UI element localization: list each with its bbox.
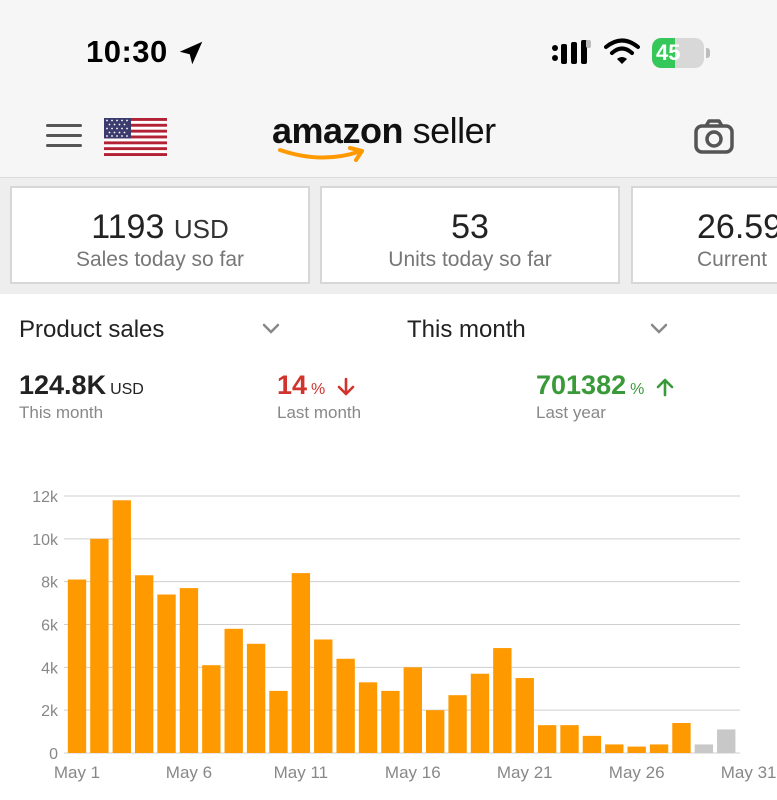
app-header: amazon seller <box>0 100 777 178</box>
battery-charging-icon: 45 <box>652 38 710 68</box>
card-sales-label: Sales today so far <box>75 248 245 271</box>
camera-icon[interactable] <box>694 118 734 154</box>
x-tick-label: May 26 <box>609 763 665 782</box>
metric-last-month-value: 14 <box>277 370 308 400</box>
sales-bar-chart: 0 2k 4k 6k 8k 10k 12k May 1 May 6 May 11 May 16 May… <box>32 489 777 782</box>
y-tick-label: 12k <box>32 489 59 506</box>
bar <box>426 710 445 753</box>
x-tick-label: May 16 <box>385 763 441 782</box>
x-tick-label: May 6 <box>166 763 212 782</box>
battery-fill <box>652 38 676 68</box>
period-selector[interactable]: This month <box>407 316 526 343</box>
metric-last-month: 14% <box>277 370 355 401</box>
metric-last-month-label: Last month <box>277 403 362 422</box>
y-tick-label: 0 <box>49 746 58 763</box>
x-tick-label: May 1 <box>54 763 100 782</box>
card-units-value: 53 <box>451 208 489 246</box>
card-current-label: Current <box>697 248 768 271</box>
bar <box>694 744 714 753</box>
logo-product: seller <box>412 110 497 151</box>
bar <box>224 628 243 753</box>
bar <box>493 648 512 753</box>
bar <box>403 667 422 753</box>
card-sales-unit: USD <box>173 214 229 244</box>
bar <box>515 678 534 753</box>
bar <box>537 725 557 753</box>
status-bar: 10:30 45 <box>0 0 777 100</box>
card-current-value: 26.59 <box>697 208 777 246</box>
bar <box>291 573 311 753</box>
amazon-seller-logo: amazon seller <box>272 110 512 166</box>
bar <box>112 500 131 753</box>
summary-cards: 1193 USD Sales today so far 53 Units tod… <box>0 178 777 294</box>
bar <box>67 579 87 753</box>
signal-icon <box>552 40 591 64</box>
arrow-down-icon <box>337 377 355 396</box>
bar <box>314 639 333 753</box>
y-tick-label: 2k <box>41 703 59 720</box>
status-time: 10:30 <box>86 34 168 69</box>
bar <box>717 729 736 753</box>
bar <box>202 665 221 753</box>
card-current[interactable]: 26.59 Current <box>631 186 777 284</box>
card-units-today[interactable]: 53 Units today so far <box>320 186 620 284</box>
bar <box>582 735 602 753</box>
y-tick-label: 4k <box>41 660 59 677</box>
card-sales-today[interactable]: 1193 USD Sales today so far <box>10 186 310 284</box>
x-tick-label: May 21 <box>497 763 553 782</box>
bar <box>649 744 669 753</box>
bar <box>358 682 378 753</box>
battery-level: 45 <box>656 40 681 65</box>
x-tick-label: May 11 <box>274 763 329 782</box>
menu-icon[interactable] <box>46 124 82 150</box>
location-arrow-icon <box>179 41 203 65</box>
metric-last-year: 701382% <box>536 370 674 401</box>
wifi-icon <box>604 38 640 64</box>
metric-current: 124.8K USD <box>19 370 144 401</box>
y-tick-label: 6k <box>41 618 59 635</box>
bar <box>381 690 400 753</box>
logo-brand: amazon <box>272 110 404 151</box>
metric-selector[interactable]: Product sales <box>19 316 165 343</box>
y-tick-label: 10k <box>32 532 59 549</box>
bar <box>134 575 154 753</box>
metric-current-label: This month <box>19 403 104 422</box>
bar <box>448 695 467 753</box>
us-flag-icon[interactable] <box>104 118 167 156</box>
bar <box>246 643 266 753</box>
card-sales-value: 1193 <box>91 208 165 246</box>
chevron-down-icon[interactable] <box>649 322 669 336</box>
bar <box>627 746 646 753</box>
bar <box>269 690 288 753</box>
bar <box>90 538 109 753</box>
smile-arrow-icon <box>278 146 364 162</box>
bar <box>179 588 199 753</box>
chevron-down-icon[interactable] <box>261 322 281 336</box>
metric-current-value: 124.8K <box>19 370 107 400</box>
metric-last-year-label: Last year <box>536 403 606 422</box>
metric-last-month-unit: % <box>311 381 326 398</box>
metric-last-year-unit: % <box>630 381 645 398</box>
y-tick-label: 8k <box>41 575 59 592</box>
x-tick-label: May 31 <box>721 763 777 782</box>
bar <box>336 658 355 753</box>
bar <box>470 673 490 753</box>
bar <box>560 725 579 753</box>
metric-current-unit: USD <box>110 381 144 398</box>
bar <box>605 744 624 753</box>
metric-last-year-value: 701382 <box>536 370 627 400</box>
card-units-label: Units today so far <box>388 248 552 271</box>
bar <box>157 594 176 753</box>
arrow-up-icon <box>656 378 674 397</box>
bar <box>672 723 691 753</box>
